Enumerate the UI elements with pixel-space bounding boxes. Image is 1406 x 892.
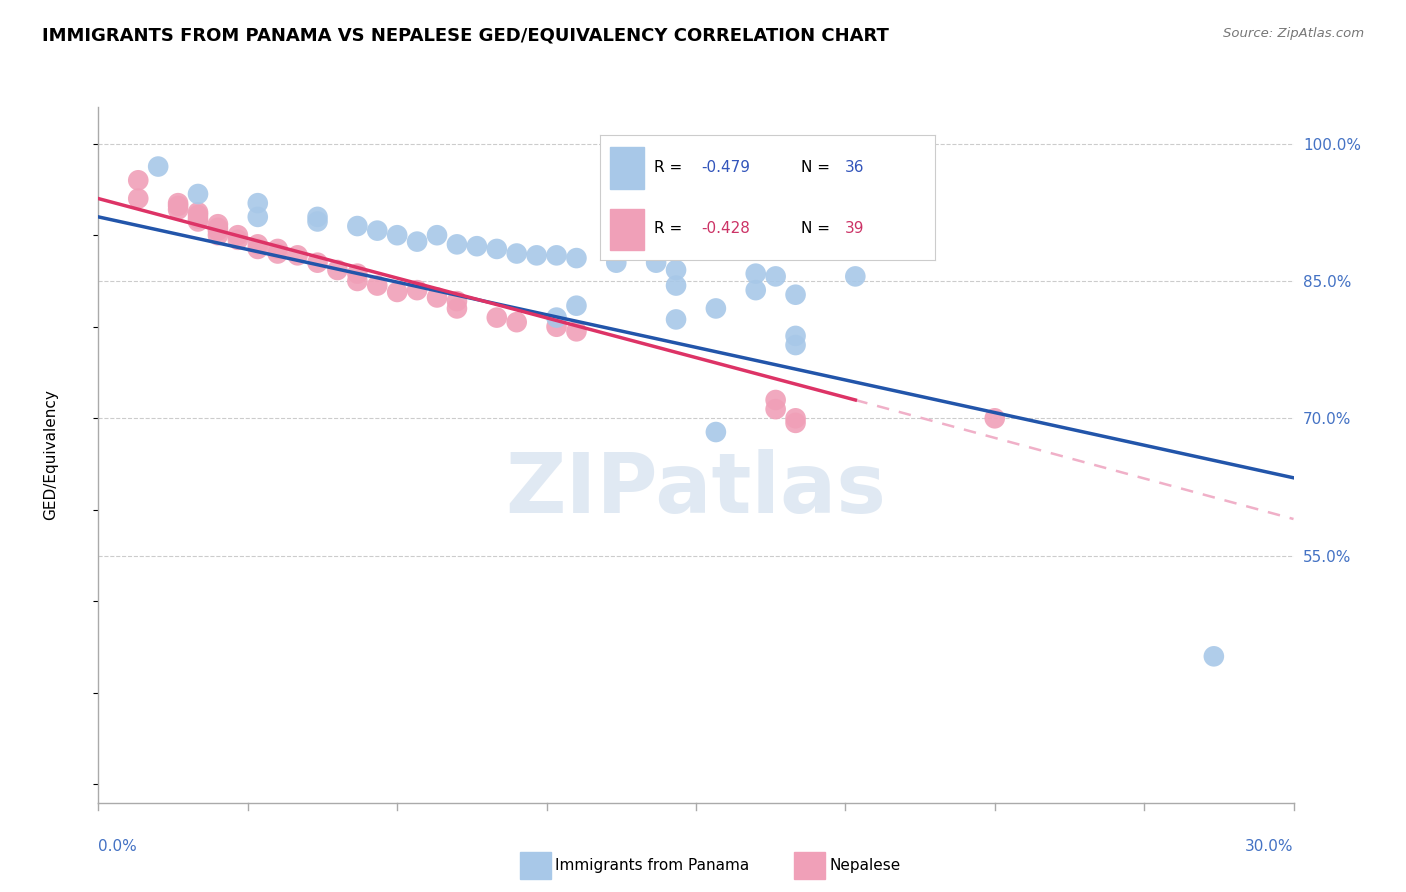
Point bbox=[765, 269, 787, 284]
Point bbox=[307, 255, 329, 269]
Point bbox=[546, 310, 568, 325]
Point bbox=[187, 214, 209, 228]
Point bbox=[565, 299, 588, 313]
Point bbox=[765, 392, 787, 407]
Point bbox=[167, 196, 190, 211]
Point bbox=[506, 315, 529, 329]
Point bbox=[446, 301, 468, 316]
Point bbox=[385, 228, 409, 243]
Point bbox=[187, 187, 209, 202]
Point bbox=[226, 228, 249, 243]
Point bbox=[1202, 649, 1225, 664]
Point bbox=[346, 274, 368, 288]
Point bbox=[645, 255, 668, 269]
Point bbox=[785, 287, 807, 301]
Point bbox=[426, 290, 449, 304]
Point bbox=[605, 255, 627, 269]
Point bbox=[246, 242, 269, 256]
Point bbox=[745, 283, 768, 297]
Point bbox=[326, 263, 349, 277]
Text: 0.0%: 0.0% bbox=[98, 839, 138, 855]
Text: IMMIGRANTS FROM PANAMA VS NEPALESE GED/EQUIVALENCY CORRELATION CHART: IMMIGRANTS FROM PANAMA VS NEPALESE GED/E… bbox=[42, 27, 889, 45]
Point bbox=[546, 319, 568, 334]
Point bbox=[446, 237, 468, 252]
Point bbox=[127, 173, 149, 187]
Point bbox=[346, 267, 368, 281]
Point bbox=[704, 301, 727, 316]
Point bbox=[984, 411, 1007, 425]
Point bbox=[485, 310, 508, 325]
Point bbox=[267, 246, 290, 260]
Point bbox=[785, 338, 807, 352]
Point bbox=[246, 210, 269, 224]
Point bbox=[207, 220, 229, 235]
Point bbox=[167, 202, 190, 217]
Point bbox=[167, 199, 190, 213]
Text: 30.0%: 30.0% bbox=[1246, 839, 1294, 855]
Point bbox=[665, 263, 688, 277]
Point bbox=[465, 239, 488, 253]
Point bbox=[844, 269, 866, 284]
Point bbox=[526, 248, 548, 262]
Point bbox=[785, 411, 807, 425]
Point bbox=[385, 285, 409, 299]
Text: Immigrants from Panama: Immigrants from Panama bbox=[555, 858, 749, 872]
Point bbox=[187, 208, 209, 222]
Point bbox=[287, 248, 309, 262]
Point bbox=[785, 329, 807, 343]
Point bbox=[207, 217, 229, 231]
Text: Source: ZipAtlas.com: Source: ZipAtlas.com bbox=[1223, 27, 1364, 40]
Point bbox=[765, 402, 787, 417]
Point bbox=[406, 283, 429, 297]
Point bbox=[267, 242, 290, 256]
Point bbox=[148, 160, 170, 174]
Point bbox=[187, 211, 209, 226]
Point bbox=[307, 210, 329, 224]
Point bbox=[346, 219, 368, 233]
Point bbox=[307, 214, 329, 228]
Point bbox=[226, 233, 249, 247]
Point bbox=[745, 267, 768, 281]
Point bbox=[565, 251, 588, 265]
Point bbox=[207, 224, 229, 238]
Point bbox=[366, 224, 388, 238]
Point bbox=[704, 425, 727, 439]
Point bbox=[426, 228, 449, 243]
Text: GED/Equivalency: GED/Equivalency bbox=[44, 390, 58, 520]
Point bbox=[127, 192, 149, 206]
Point bbox=[187, 205, 209, 219]
Text: ZIPatlas: ZIPatlas bbox=[506, 450, 886, 530]
Point bbox=[485, 242, 508, 256]
Point bbox=[665, 278, 688, 293]
Point bbox=[446, 294, 468, 309]
Point bbox=[565, 324, 588, 338]
Point bbox=[785, 416, 807, 430]
Point bbox=[207, 228, 229, 243]
Point bbox=[406, 235, 429, 249]
Point bbox=[546, 248, 568, 262]
Text: Nepalese: Nepalese bbox=[830, 858, 901, 872]
Point bbox=[246, 237, 269, 252]
Point bbox=[366, 278, 388, 293]
Point bbox=[665, 312, 688, 326]
Point bbox=[506, 246, 529, 260]
Point bbox=[246, 196, 269, 211]
